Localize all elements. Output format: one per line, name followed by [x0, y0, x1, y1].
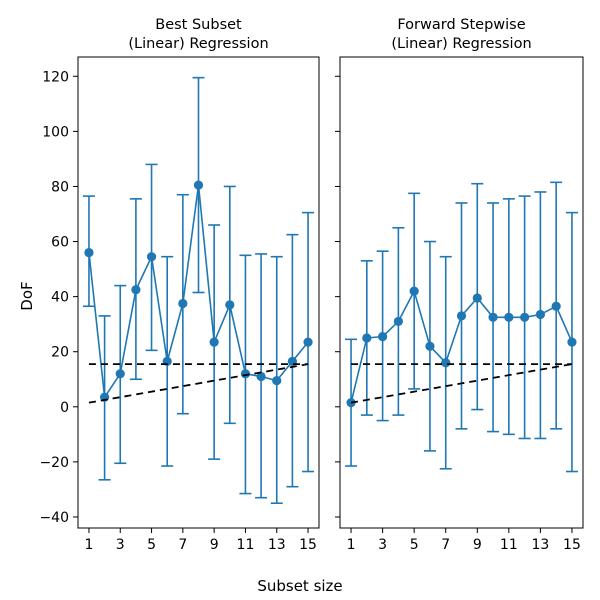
data-point — [488, 312, 498, 322]
y-tick-label: −20 — [39, 455, 69, 471]
data-point — [272, 376, 282, 386]
x-tick-label: 13 — [531, 537, 549, 553]
plot-frame — [339, 56, 584, 529]
x-tick-label: 5 — [410, 537, 419, 553]
x-tick-label: 9 — [210, 537, 219, 553]
data-point — [256, 371, 266, 382]
x-axis-label: Subset size — [257, 577, 342, 595]
data-point — [456, 311, 467, 321]
x-tick-label: 15 — [299, 537, 317, 553]
y-tick-label: 60 — [51, 235, 69, 251]
chart-title-line-1: Best Subset — [155, 17, 242, 33]
data-point — [393, 316, 403, 327]
data-point — [504, 312, 514, 322]
data-point — [520, 312, 530, 322]
x-tick-label: 7 — [178, 537, 187, 553]
reference-line-diagonal — [350, 363, 573, 404]
data-point — [225, 300, 235, 310]
data-point — [131, 285, 141, 295]
data-point — [409, 286, 419, 296]
data-point — [425, 341, 435, 351]
data-point — [84, 247, 94, 258]
data-point — [115, 369, 125, 379]
y-axis-label: DoF — [18, 281, 36, 310]
y-tick-label: 80 — [51, 179, 69, 195]
x-tick-label: 9 — [473, 537, 482, 553]
x-tick-label: 1 — [347, 537, 356, 553]
data-point — [472, 293, 482, 303]
data-point — [193, 180, 204, 190]
data-point — [209, 337, 219, 347]
data-point — [362, 333, 372, 343]
x-tick-label: 5 — [147, 537, 156, 553]
data-point — [178, 298, 188, 309]
chart-title-line-2: (Linear) Regression — [391, 36, 531, 52]
x-tick-label: 3 — [116, 537, 125, 553]
x-tick-label: 15 — [563, 537, 581, 553]
data-point — [146, 252, 157, 262]
x-tick-label: 3 — [378, 537, 387, 553]
plot-frame — [77, 56, 320, 529]
x-tick-label: 11 — [237, 537, 255, 553]
data-point — [567, 337, 577, 347]
x-tick-label: 7 — [441, 537, 450, 553]
data-point — [535, 309, 545, 320]
chart-title-line-1: Forward Stepwise — [397, 17, 525, 33]
y-tick-label: 120 — [42, 69, 69, 85]
y-tick-label: 20 — [51, 345, 69, 361]
data-point — [378, 331, 388, 342]
data-point — [303, 337, 313, 347]
reference-line-diagonal — [88, 363, 309, 404]
y-tick-label: 100 — [42, 124, 69, 140]
x-tick-label: 13 — [268, 537, 286, 553]
y-tick-label: 0 — [60, 400, 69, 416]
y-tick-label: 40 — [51, 290, 69, 306]
data-point — [441, 358, 451, 368]
x-tick-label: 1 — [84, 537, 93, 553]
y-tick-label: −40 — [39, 510, 69, 526]
chart-title-line-2: (Linear) Regression — [128, 36, 268, 52]
data-point — [551, 301, 561, 311]
x-tick-label: 11 — [500, 537, 518, 553]
